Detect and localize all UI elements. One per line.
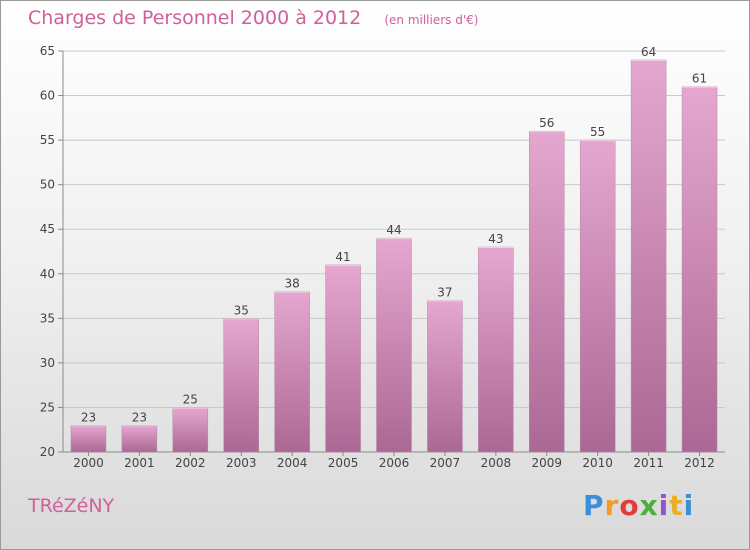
y-tick-label: 45 xyxy=(40,222,55,236)
x-tick-label: 2007 xyxy=(430,456,461,470)
data-label: 25 xyxy=(183,392,198,406)
chart-title: Charges de Personnel 2000 à 2012 xyxy=(28,7,362,29)
bar xyxy=(274,291,310,453)
y-tick-label: 30 xyxy=(40,356,55,370)
proxiti-logo: Proxiti xyxy=(583,489,695,522)
bar xyxy=(223,318,259,453)
x-tick-label: 2009 xyxy=(531,456,562,470)
bar xyxy=(681,86,718,453)
bar xyxy=(478,246,514,453)
data-label: 37 xyxy=(437,286,452,300)
x-tick-label: 2000 xyxy=(73,456,104,470)
bar xyxy=(325,264,361,453)
chart-unit: (en milliers d'€) xyxy=(384,13,479,27)
x-tick-label: 2003 xyxy=(226,456,257,470)
x-tick-labels: 2000 2001 2002 2003 2004 2005 2006 2007 2008 2009… xyxy=(73,452,715,470)
x-tick-label: 2002 xyxy=(175,456,206,470)
bar xyxy=(579,139,616,453)
x-tick-label: 2008 xyxy=(481,456,512,470)
x-tick-label: 2005 xyxy=(328,456,359,470)
data-label: 55 xyxy=(590,125,605,139)
bars xyxy=(70,59,718,453)
y-tick-label: 55 xyxy=(40,133,55,147)
chart-header: Charges de Personnel 2000 à 2012 (en mil… xyxy=(28,7,478,29)
y-tick-label: 20 xyxy=(40,445,55,459)
data-label: 23 xyxy=(81,410,96,424)
bar xyxy=(427,300,463,453)
x-tick-label: 2006 xyxy=(379,456,410,470)
data-label: 41 xyxy=(335,250,350,264)
data-label: 64 xyxy=(641,45,656,59)
y-tick-label: 25 xyxy=(40,400,55,414)
y-tick-label: 40 xyxy=(40,267,55,281)
y-tick-label: 65 xyxy=(40,44,55,58)
data-label: 35 xyxy=(234,303,249,317)
bar xyxy=(376,237,412,453)
x-tick-label: 2004 xyxy=(277,456,308,470)
x-tick-label: 2010 xyxy=(582,456,613,470)
data-label: 61 xyxy=(692,72,707,86)
bar xyxy=(630,59,667,453)
x-tick-label: 2012 xyxy=(684,456,715,470)
commune-name: TRéZéNY xyxy=(28,495,115,517)
data-label: 56 xyxy=(539,116,554,130)
x-tick-label: 2011 xyxy=(633,456,664,470)
data-label: 38 xyxy=(285,277,300,291)
data-labels: 23 23 25 35 38 41 44 37 43 56 55 64 61 xyxy=(81,45,707,424)
y-tick-label: 35 xyxy=(40,311,55,325)
y-tick-labels: 20 25 30 35 40 45 50 55 60 65 xyxy=(40,44,55,459)
data-label: 23 xyxy=(132,410,147,424)
y-tick-label: 50 xyxy=(40,178,55,192)
bar xyxy=(70,425,107,453)
y-tick-label: 60 xyxy=(40,89,55,103)
bar xyxy=(172,407,209,453)
x-tick-label: 2001 xyxy=(124,456,155,470)
data-label: 43 xyxy=(488,232,503,246)
bar xyxy=(121,425,158,453)
data-label: 44 xyxy=(386,223,401,237)
bar xyxy=(529,130,565,453)
